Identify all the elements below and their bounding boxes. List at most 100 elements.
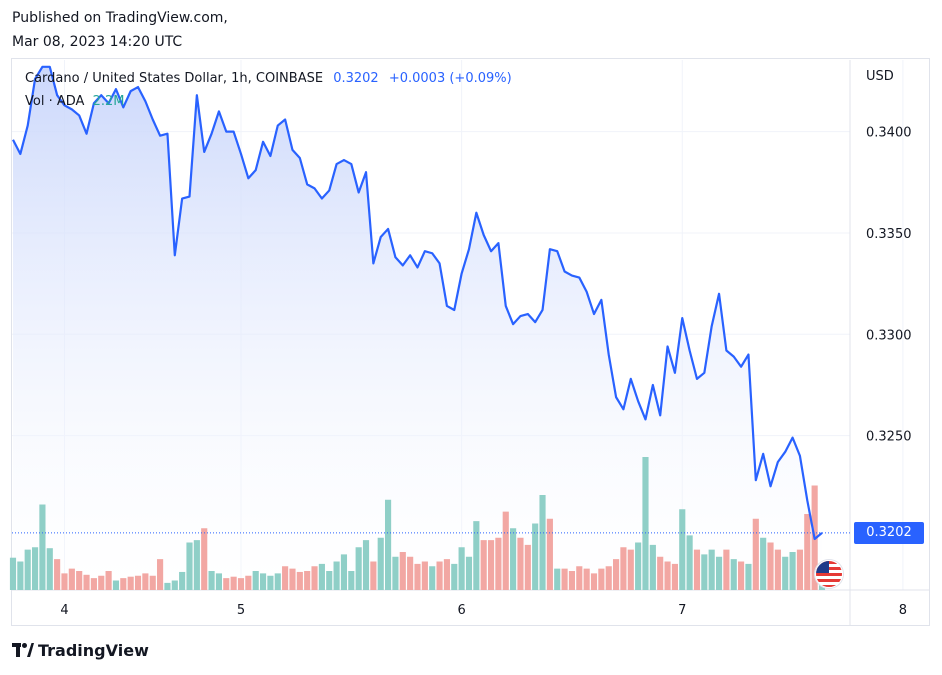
volume-bar	[83, 574, 90, 590]
volume-bar	[208, 571, 215, 590]
volume-bar	[539, 495, 546, 590]
volume-bar	[274, 573, 281, 591]
x-tick-label: 8	[899, 603, 907, 618]
volume-bar	[230, 576, 237, 590]
legend-volume-row[interactable]: Vol · ADA 2.2M	[25, 94, 124, 109]
volume-bar	[642, 457, 649, 590]
volume-bar	[605, 566, 612, 590]
volume-bar	[252, 571, 259, 590]
volume-bar	[120, 578, 127, 591]
price-area-fill	[13, 66, 822, 590]
volume-bar	[61, 573, 68, 591]
volume-bar	[31, 547, 39, 590]
volume-bar	[708, 549, 715, 591]
tradingview-footer[interactable]: TradingView	[12, 641, 149, 660]
volume-bar	[68, 568, 75, 591]
volume-bar	[54, 559, 61, 591]
volume-bar	[237, 578, 245, 591]
volume-bar	[613, 559, 620, 591]
volume-bar	[480, 540, 487, 591]
volume-bar	[326, 571, 333, 590]
x-tick-label: 6	[457, 603, 465, 618]
volume-bar	[46, 548, 53, 590]
volume-bar	[377, 537, 384, 590]
y-tick-label: 0.3300	[866, 328, 912, 343]
volume-bar	[767, 542, 774, 590]
volume-bar	[429, 566, 436, 590]
volume-bar	[149, 575, 156, 590]
volume-bar	[17, 561, 24, 590]
volume-bar	[782, 556, 789, 590]
volume-bar	[554, 568, 561, 591]
volume-bar	[715, 556, 723, 590]
volume-bar	[546, 518, 553, 590]
volume-layer	[9, 457, 826, 591]
volume-bar	[134, 575, 142, 590]
area-layer	[13, 66, 822, 590]
legend-price: 0.3202	[333, 71, 379, 86]
volume-bar	[392, 556, 399, 590]
volume-bar	[730, 559, 737, 591]
volume-bar	[282, 566, 289, 590]
chart-frame[interactable]	[11, 58, 930, 626]
volume-bar	[796, 549, 804, 591]
volume-bar	[24, 549, 31, 591]
volume-bar	[90, 578, 97, 591]
volume-bar	[664, 561, 671, 590]
volume-bar	[76, 571, 83, 590]
volume-bar	[745, 563, 752, 591]
volume-bar	[583, 568, 590, 591]
volume-bar	[443, 559, 450, 591]
volume-bar	[760, 537, 767, 590]
us-flag-icon[interactable]	[815, 560, 843, 588]
volume-bar	[561, 568, 568, 591]
volume-bar	[98, 575, 105, 590]
volume-bar	[620, 547, 627, 590]
volume-bar	[627, 549, 634, 591]
volume-bar	[39, 504, 46, 590]
y-axis: 0.3250 0.3300 0.3350 0.3400	[866, 126, 912, 445]
volume-bar	[524, 544, 531, 591]
volume-bar	[157, 559, 164, 591]
tradingview-logo-icon	[12, 641, 34, 660]
volume-bar	[193, 540, 200, 591]
volume-bar	[348, 571, 355, 590]
volume-bar	[568, 571, 576, 590]
volume-bar	[657, 556, 664, 590]
volume-bar	[385, 499, 392, 590]
volume-bar	[296, 571, 303, 590]
legend-symbol: Cardano / United States Dollar, 1h, COIN…	[25, 71, 324, 86]
volume-bar	[590, 573, 598, 591]
volume-bar	[532, 523, 539, 590]
volume-bar	[333, 561, 340, 590]
volume-bar	[789, 552, 796, 590]
volume-bar	[399, 552, 406, 590]
volume-bar	[451, 563, 458, 591]
legend-symbol-row[interactable]: Cardano / United States Dollar, 1h, COIN…	[25, 71, 512, 86]
volume-bar	[458, 547, 465, 590]
legend-volume-label: Vol · ADA	[25, 94, 85, 109]
volume-bar	[598, 568, 605, 591]
volume-bar	[186, 542, 193, 590]
volume-bar	[804, 514, 811, 590]
volume-bar	[738, 561, 745, 590]
volume-bar	[267, 575, 274, 590]
volume-bar	[311, 566, 318, 590]
volume-bar	[407, 556, 414, 590]
volume-bar	[487, 540, 495, 591]
volume-bar	[635, 542, 642, 590]
volume-bar	[105, 571, 112, 590]
volume-bar	[517, 537, 524, 590]
volume-bar	[510, 528, 517, 590]
published-line-2: Mar 08, 2023 14:20 UTC	[12, 34, 183, 50]
volume-bar	[112, 580, 120, 590]
line-layer	[12, 65, 850, 541]
legend-change: +0.0003 (+0.09%)	[388, 71, 512, 86]
volume-bar	[164, 582, 171, 591]
footer-logo-text: TradingView	[38, 641, 149, 660]
volume-bar	[259, 573, 267, 591]
volume-bar	[179, 571, 186, 590]
volume-bar	[436, 561, 443, 590]
volume-bar	[215, 573, 222, 591]
